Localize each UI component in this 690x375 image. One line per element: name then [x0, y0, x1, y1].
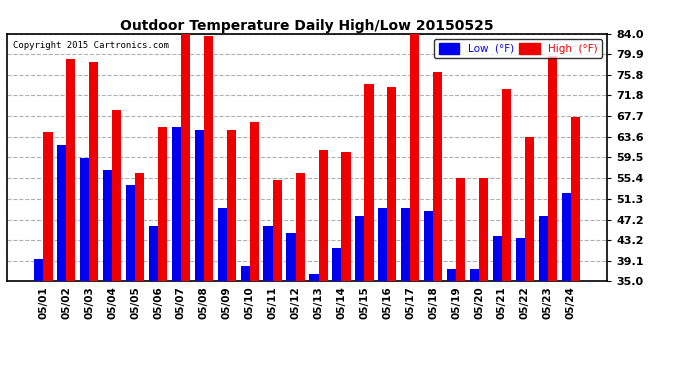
Bar	[548, 57, 557, 281]
Bar	[470, 268, 479, 281]
Bar	[562, 193, 571, 281]
Bar	[456, 178, 465, 281]
Bar	[502, 89, 511, 281]
Bar	[401, 208, 411, 281]
Bar	[493, 236, 502, 281]
Bar	[80, 158, 89, 281]
Title: Outdoor Temperature Daily High/Low 20150525: Outdoor Temperature Daily High/Low 20150…	[120, 19, 494, 33]
Bar	[241, 266, 250, 281]
Bar	[333, 248, 342, 281]
Bar	[89, 62, 99, 281]
Bar	[217, 208, 227, 281]
Bar	[227, 130, 236, 281]
Bar	[112, 110, 121, 281]
Bar	[295, 172, 305, 281]
Bar	[309, 274, 319, 281]
Bar	[135, 172, 144, 281]
Bar	[43, 132, 52, 281]
Bar	[34, 258, 43, 281]
Bar	[319, 150, 328, 281]
Bar	[57, 145, 66, 281]
Bar	[539, 216, 548, 281]
Bar	[250, 122, 259, 281]
Bar	[195, 130, 204, 281]
Bar	[447, 268, 456, 281]
Bar	[172, 127, 181, 281]
Bar	[126, 185, 135, 281]
Bar	[378, 208, 387, 281]
Bar	[515, 238, 525, 281]
Bar	[181, 31, 190, 281]
Bar	[411, 34, 420, 281]
Bar	[355, 216, 364, 281]
Bar	[571, 117, 580, 281]
Bar	[433, 72, 442, 281]
Bar	[479, 178, 489, 281]
Bar	[103, 170, 112, 281]
Bar	[525, 137, 534, 281]
Bar	[273, 180, 282, 281]
Bar	[158, 127, 167, 281]
Bar	[387, 87, 397, 281]
Bar	[66, 59, 75, 281]
Bar	[286, 233, 295, 281]
Bar	[424, 210, 433, 281]
Bar	[149, 226, 158, 281]
Bar	[264, 226, 273, 281]
Text: Copyright 2015 Cartronics.com: Copyright 2015 Cartronics.com	[13, 41, 169, 50]
Legend: Low  (°F), High  (°F): Low (°F), High (°F)	[435, 39, 602, 58]
Bar	[364, 84, 373, 281]
Bar	[204, 36, 213, 281]
Bar	[342, 153, 351, 281]
